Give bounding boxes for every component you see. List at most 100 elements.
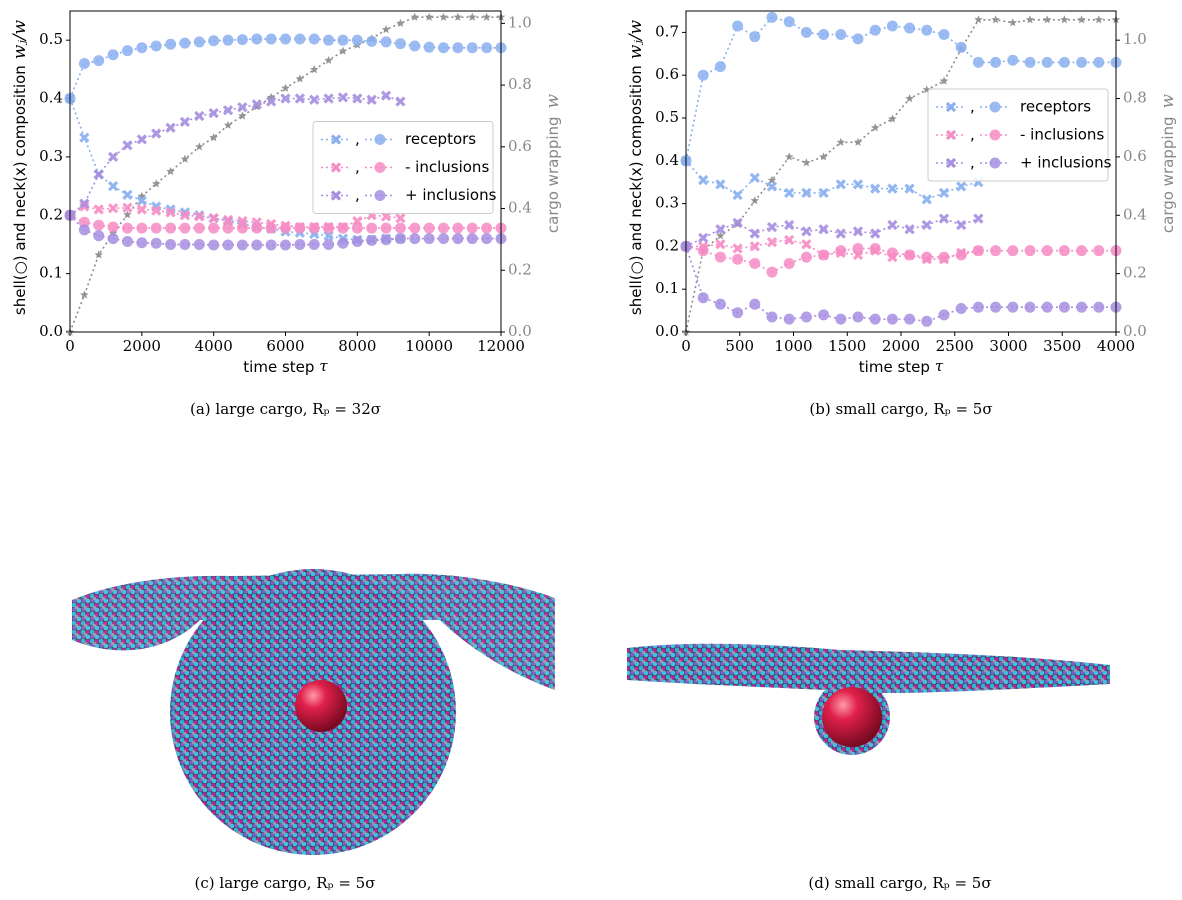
shell-point	[308, 238, 320, 250]
shell-point	[337, 222, 349, 234]
shell-point	[466, 222, 478, 234]
wrap-point	[1060, 15, 1069, 24]
neck-point	[79, 198, 90, 209]
shell-point	[921, 315, 933, 327]
legend-neck	[330, 190, 342, 201]
x-tick-label: 2500	[936, 337, 974, 355]
x-tick-label: 0	[681, 337, 691, 355]
shell-point	[835, 313, 847, 325]
neck-point	[122, 202, 133, 213]
legend-shell	[374, 190, 386, 201]
shell-point	[179, 37, 191, 49]
shell-point	[165, 222, 177, 234]
shell-point	[251, 33, 263, 45]
shell-point	[93, 219, 105, 231]
shell-point	[766, 266, 778, 278]
y-tick-label: 0.0	[655, 322, 679, 340]
neck-point	[818, 224, 829, 235]
shell-point	[990, 245, 1002, 257]
neck-point	[870, 228, 881, 239]
y2-tick-label: 0.8	[508, 75, 532, 93]
neck-point	[852, 179, 864, 190]
neck-point	[938, 187, 950, 199]
shell-point	[423, 41, 435, 53]
x-axis-symbol: τ	[319, 357, 328, 375]
neck-point	[136, 134, 147, 145]
wrap-point	[338, 46, 348, 55]
shell-point	[251, 239, 263, 251]
shell-point	[366, 234, 378, 246]
image-large-cargo	[72, 569, 555, 855]
wrap-point	[905, 94, 914, 103]
shell-point	[280, 239, 291, 251]
neck-point	[165, 122, 176, 133]
legend-shell	[374, 134, 386, 145]
neck-point	[309, 94, 320, 105]
neck-point	[715, 179, 726, 190]
shell-point	[294, 222, 306, 234]
neck-point	[179, 116, 191, 128]
neck-point	[136, 195, 147, 206]
wrap-point	[784, 152, 794, 161]
shell-point	[1076, 56, 1088, 68]
y-axis-symbol: wⱼ/w	[626, 19, 646, 59]
legend-shell	[989, 129, 1001, 141]
shell-point	[800, 311, 812, 323]
shell-point	[1041, 301, 1053, 313]
shell-point	[452, 222, 464, 234]
neck-point	[801, 226, 812, 237]
wrap-point	[1025, 15, 1035, 24]
neck-point	[749, 228, 760, 239]
neck-point	[904, 183, 915, 194]
shell-point	[990, 56, 1002, 68]
neck-point	[835, 228, 846, 239]
shell-point	[323, 238, 335, 250]
shell-point	[886, 20, 898, 32]
wrap-point	[195, 142, 204, 151]
shell-point	[955, 249, 967, 261]
shell-point	[179, 222, 191, 234]
y-tick-label: 0.1	[39, 264, 63, 282]
shell-point	[1041, 245, 1053, 257]
shell-point	[208, 222, 220, 234]
shell-point	[394, 222, 406, 234]
legend-neck	[945, 157, 957, 169]
y-axis-title: shell(○) and neck(x) composition	[627, 65, 645, 315]
shell-point	[121, 45, 133, 57]
shell-point	[886, 247, 898, 259]
wrap-point	[1077, 15, 1086, 24]
shell-point	[1093, 56, 1105, 68]
x-tick-label: 2000	[882, 337, 920, 355]
y-tick-label: 0.3	[655, 194, 679, 212]
wrap-point	[482, 12, 491, 21]
shell-point	[714, 61, 726, 73]
legend-separator: ,	[970, 98, 975, 116]
x-axis-label: time step τ	[859, 357, 944, 376]
wrap-point	[123, 210, 132, 219]
neck-point	[835, 179, 846, 190]
shell-point	[265, 33, 277, 45]
shell-point	[93, 55, 105, 67]
wrap-point	[939, 76, 949, 85]
y2-tick-label: 0.0	[508, 322, 532, 340]
x-tick-label: 0	[65, 337, 75, 355]
wrap-point	[870, 123, 880, 132]
neck-point	[870, 183, 881, 194]
wrap-point	[396, 18, 405, 27]
shell-point	[714, 298, 726, 310]
shell-point	[714, 251, 726, 263]
neck-point	[698, 174, 709, 186]
neck-point	[766, 236, 778, 248]
shell-point	[150, 237, 162, 249]
shell-point	[394, 38, 406, 50]
y-axis-symbol: wⱼ/w	[10, 19, 30, 59]
shell-point	[972, 56, 984, 68]
x-tick-label: 1000	[774, 337, 812, 355]
shell-point	[121, 236, 133, 248]
shell-point	[222, 222, 234, 234]
wrap-point	[223, 120, 233, 129]
shell-point	[1007, 54, 1019, 66]
shell-point	[938, 251, 950, 263]
y2-tick-label: 0.8	[1123, 89, 1147, 107]
neck-point	[921, 219, 932, 231]
